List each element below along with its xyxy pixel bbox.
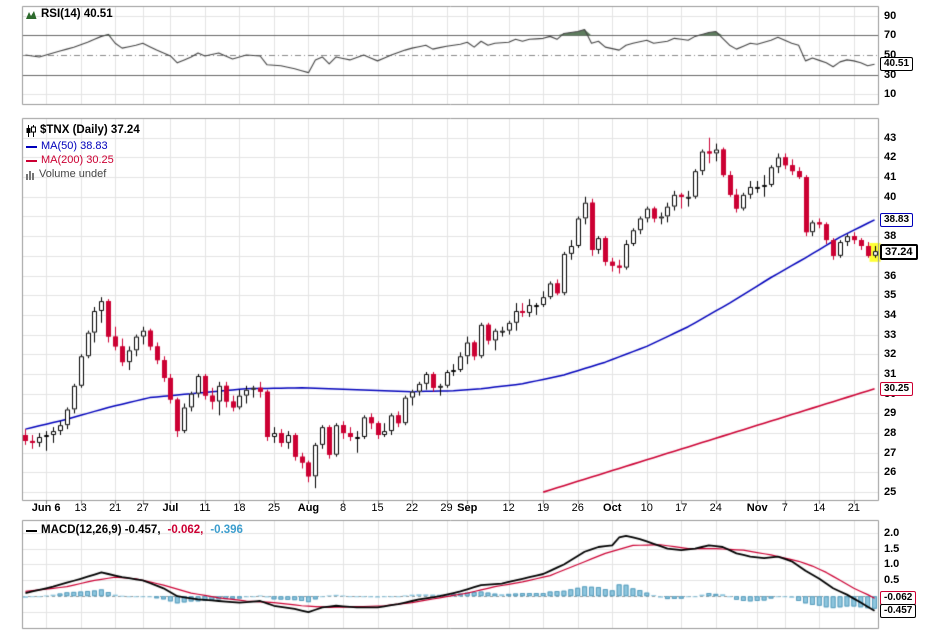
stockcharts-chart: RSI(14) 40.51 $TNX (Daily) 37.24 MA(50) …	[0, 0, 936, 630]
chart-canvas	[0, 0, 936, 630]
